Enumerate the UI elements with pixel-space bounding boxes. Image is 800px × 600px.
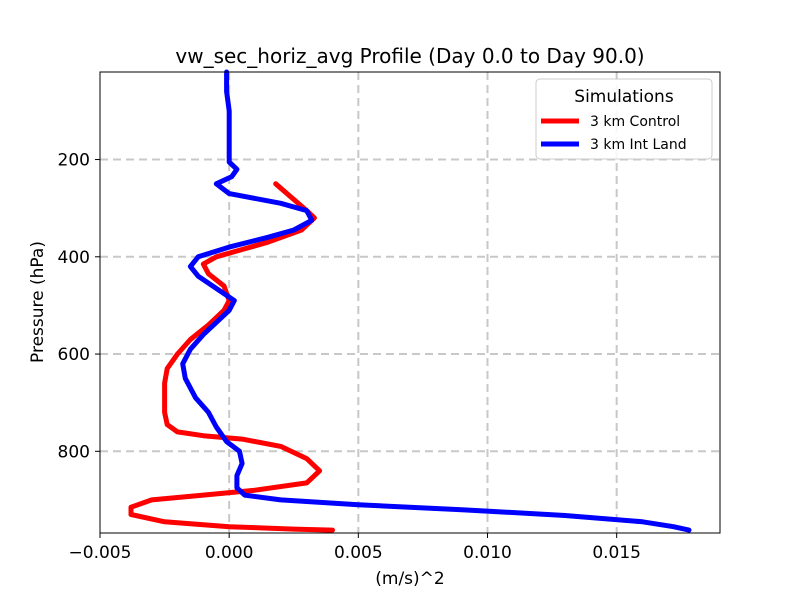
series-line-control xyxy=(128,181,335,533)
y-tick-label: 600 xyxy=(58,345,90,365)
x-tick-label: 0.010 xyxy=(463,543,512,563)
x-tick-label: 0.015 xyxy=(592,543,641,563)
legend-label-int-land: 3 km Int Land xyxy=(590,137,687,153)
y-axis-label: Pressure (hPa) xyxy=(28,241,48,363)
legend: Simulations 3 km Control 3 km Int Land xyxy=(535,78,713,160)
x-tick-label: −0.005 xyxy=(69,543,132,563)
y-tick-label: 400 xyxy=(58,248,90,268)
series-line-int-land xyxy=(180,69,692,533)
legend-label-control: 3 km Control xyxy=(590,114,680,130)
y-tick-label: 200 xyxy=(58,151,90,171)
legend-box xyxy=(535,78,713,160)
legend-title: Simulations xyxy=(574,87,674,107)
x-tick-label: 0.005 xyxy=(334,543,383,563)
y-tick-label: 800 xyxy=(58,442,90,462)
grid-lines xyxy=(100,72,720,533)
chart-title: vw_sec_horiz_avg Profile (Day 0.0 to Day… xyxy=(175,44,644,68)
y-axis: 200 400 600 800 xyxy=(58,151,100,462)
x-axis-label: (m/s)^2 xyxy=(375,569,444,589)
plot-frame xyxy=(99,71,721,534)
x-axis: −0.005 0.000 0.005 0.010 0.015 xyxy=(69,533,641,563)
x-tick-label: 0.000 xyxy=(205,543,254,563)
series-layer xyxy=(128,69,692,533)
